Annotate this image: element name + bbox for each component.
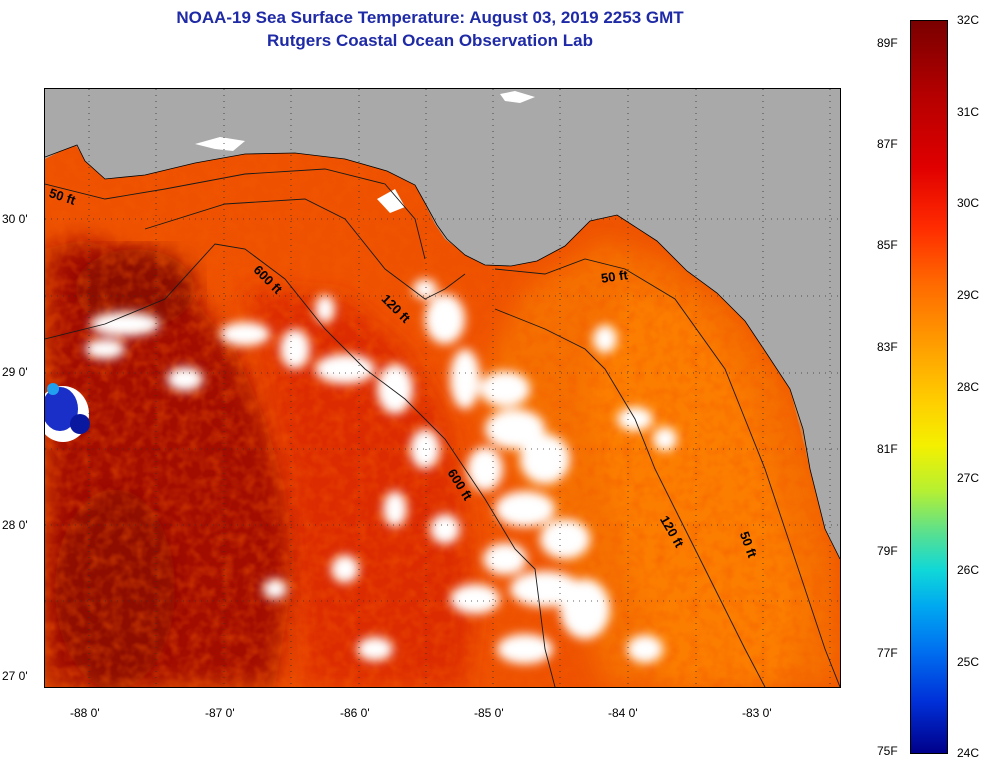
latitude-label: 28 0' — [2, 518, 28, 532]
colorbar-celsius-label: 28C — [957, 380, 980, 394]
map-title: NOAA-19 Sea Surface Temperature: August … — [176, 8, 684, 27]
colorbar-fahrenheit-label: 77F — [877, 646, 898, 660]
colorbar-celsius-label: 30C — [957, 196, 980, 210]
latitude-label: 29 0' — [2, 365, 28, 379]
coastline — [45, 144, 840, 560]
colorbar-celsius-label: 24C — [957, 746, 980, 760]
map-subtitle: Rutgers Coastal Ocean Observation Lab — [267, 31, 593, 50]
colorbar-fahrenheit-label: 85F — [877, 238, 898, 252]
contour-120ft — [144, 198, 466, 300]
longitude-label: -87 0' — [205, 706, 235, 720]
longitude-label: -83 0' — [742, 706, 772, 720]
colorbar-celsius-label: 29C — [957, 288, 980, 302]
contour-50ft-east — [494, 258, 840, 687]
temperature-colorbar — [910, 20, 948, 754]
contour-600ft — [45, 243, 556, 687]
longitude-label: -85 0' — [474, 706, 504, 720]
colorbar-fahrenheit-label: 79F — [877, 544, 898, 558]
latitude-label: 30 0' — [2, 212, 28, 226]
colorbar-fahrenheit-label: 87F — [877, 137, 898, 151]
longitude-label: -86 0' — [340, 706, 370, 720]
longitude-label: -84 0' — [608, 706, 638, 720]
colorbar-celsius-label: 25C — [957, 655, 980, 669]
bathymetry-contours — [45, 168, 840, 687]
colorbar-fahrenheit-label: 83F — [877, 340, 898, 354]
coastal-bay-white-2 — [500, 91, 535, 103]
latitude-label: 27 0' — [2, 669, 28, 683]
cloud-cover — [85, 279, 677, 664]
colorbar-celsius-label: 26C — [957, 563, 980, 577]
coastal-bay-white-3 — [377, 189, 405, 213]
colorbar-fahrenheit-label: 75F — [877, 744, 898, 758]
sea-surface-temperature-map: 50 ft 600 ft 120 ft 50 ft 600 ft 120 ft … — [44, 88, 841, 688]
land-florida-panhandle — [45, 89, 840, 559]
coastal-bay-white — [195, 137, 245, 151]
colorbar-celsius-label: 31C — [957, 105, 980, 119]
colorbar-celsius-label: 32C — [957, 13, 980, 27]
colorbar-fahrenheit-label: 89F — [877, 36, 898, 50]
cool-water-patch — [45, 383, 90, 442]
contour-120ft-east — [494, 308, 766, 687]
colorbar-celsius-label: 27C — [957, 471, 980, 485]
contour-50ft-west — [45, 168, 426, 260]
longitude-label: -88 0' — [70, 706, 100, 720]
colorbar-fahrenheit-label: 81F — [877, 442, 898, 456]
